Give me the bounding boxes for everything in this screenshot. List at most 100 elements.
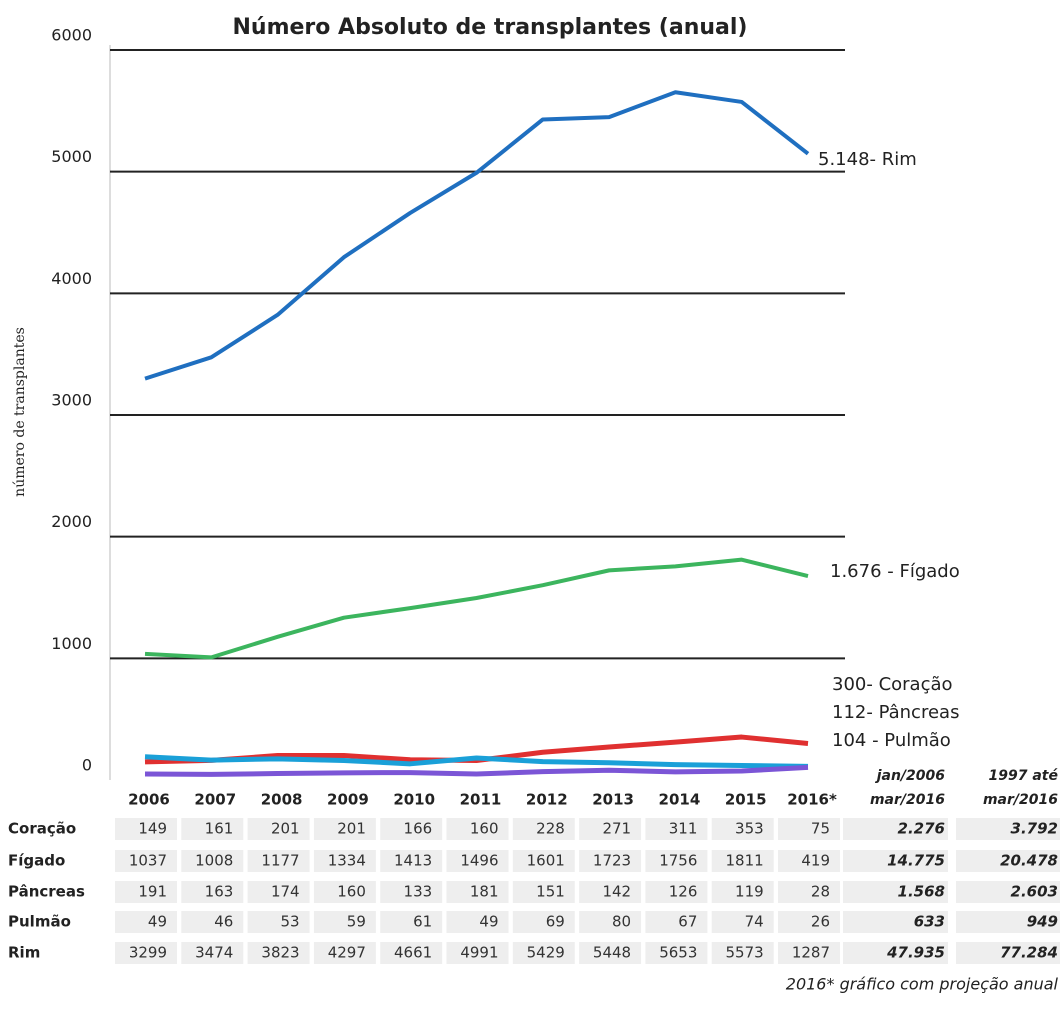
table-cell: 1177 xyxy=(261,852,299,870)
table-cell: 5653 xyxy=(659,944,697,962)
x-tick-label: 2015 xyxy=(725,791,767,809)
table-cell-bg xyxy=(115,911,177,933)
table-cell: 126 xyxy=(669,883,698,901)
series-line xyxy=(145,560,808,658)
table-cell: 1496 xyxy=(460,852,498,870)
table-total: 949 xyxy=(1027,913,1058,931)
table-cell: 4991 xyxy=(460,944,498,962)
table-cell: 149 xyxy=(138,820,167,838)
footnote: 2016* gráfico com projeção anual xyxy=(786,975,1059,994)
chart: Número Absoluto de transplantes (anual) … xyxy=(0,0,1064,1010)
table-cell: 3474 xyxy=(195,944,233,962)
table-total: 20.478 xyxy=(1000,852,1058,870)
table-cell: 419 xyxy=(801,852,830,870)
end-label: 300- Coração xyxy=(832,674,953,695)
table-cell: 201 xyxy=(271,820,300,838)
table-cell: 59 xyxy=(347,913,366,931)
chart-title: Número Absoluto de transplantes (anual) xyxy=(233,15,748,40)
table-total: 77.284 xyxy=(1000,944,1058,962)
table-cell: 1287 xyxy=(792,944,830,962)
x-tick-label: 2011 xyxy=(460,791,502,809)
table-cell-bg xyxy=(778,818,840,840)
table-total: 1.568 xyxy=(898,883,945,901)
x-tick-label: 2008 xyxy=(261,791,303,809)
table-cell-bg xyxy=(778,881,840,903)
x-tick-label: 2014 xyxy=(659,791,701,809)
table-cell: 74 xyxy=(745,913,764,931)
row-label: Pâncreas xyxy=(8,883,85,901)
row-label: Pulmão xyxy=(8,913,71,931)
x-tick-label: 2012 xyxy=(526,791,568,809)
y-tick-label: 6000 xyxy=(51,26,92,45)
table-header: mar/2016 xyxy=(870,792,945,808)
table-header: jan/2006 xyxy=(875,768,946,784)
table-cell: 1811 xyxy=(726,852,764,870)
end-label: 5.148- Rim xyxy=(818,149,917,170)
y-axis-label: número de transplantes xyxy=(12,327,28,497)
table-cell: 174 xyxy=(271,883,300,901)
end-label: 1.676 - Fígado xyxy=(830,561,960,582)
table-cell: 228 xyxy=(536,820,565,838)
table-cell: 26 xyxy=(811,913,830,931)
table-cell-bg xyxy=(447,911,509,933)
table-cell: 1413 xyxy=(394,852,432,870)
table-total: 2.276 xyxy=(898,820,945,838)
table-cell: 49 xyxy=(479,913,498,931)
table-cell: 1037 xyxy=(129,852,167,870)
table-cell: 1334 xyxy=(328,852,366,870)
y-tick-label: 1000 xyxy=(51,634,92,653)
table-cell: 5448 xyxy=(593,944,631,962)
table-cell: 4661 xyxy=(394,944,432,962)
x-tick-label: 2010 xyxy=(393,791,435,809)
table-cell: 160 xyxy=(337,883,366,901)
table-header: mar/2016 xyxy=(983,792,1058,808)
table-total: 2.603 xyxy=(1011,883,1058,901)
table-cell: 1008 xyxy=(195,852,233,870)
table-total: 47.935 xyxy=(886,944,945,962)
table-cell-bg xyxy=(513,911,575,933)
y-tick-label: 3000 xyxy=(51,391,92,410)
table-cell: 119 xyxy=(735,883,764,901)
table-cell: 75 xyxy=(811,820,830,838)
table-cell: 28 xyxy=(811,883,830,901)
table-cell: 311 xyxy=(669,820,698,838)
table-cell: 4297 xyxy=(328,944,366,962)
x-tick-label: 2013 xyxy=(592,791,634,809)
y-tick-label: 0 xyxy=(82,756,92,775)
table-cell-bg xyxy=(645,911,707,933)
table-cell: 191 xyxy=(138,883,167,901)
table-cell-bg xyxy=(712,911,774,933)
table-cell: 142 xyxy=(602,883,631,901)
table-cell: 1723 xyxy=(593,852,631,870)
table-cell: 163 xyxy=(205,883,234,901)
table-cell: 160 xyxy=(470,820,499,838)
x-tick-label: 2009 xyxy=(327,791,369,809)
table-cell-bg xyxy=(778,911,840,933)
end-label: 112- Pâncreas xyxy=(832,702,959,723)
table-cell: 46 xyxy=(214,913,233,931)
table-cell-bg xyxy=(181,911,243,933)
row-label: Fígado xyxy=(8,852,65,870)
table-cell: 166 xyxy=(404,820,433,838)
table-header: 1997 até xyxy=(989,768,1059,784)
table-cell: 201 xyxy=(337,820,366,838)
table-cell-bg xyxy=(248,911,310,933)
table-cell: 53 xyxy=(281,913,300,931)
table-total: 3.792 xyxy=(1011,820,1058,838)
table-cell: 271 xyxy=(602,820,631,838)
table-cell: 69 xyxy=(546,913,565,931)
table-cell-bg xyxy=(314,911,376,933)
series-line xyxy=(145,92,808,378)
table-cell: 61 xyxy=(413,913,432,931)
table-cell-bg xyxy=(579,911,641,933)
table-cell: 1601 xyxy=(527,852,565,870)
table-cell: 1756 xyxy=(659,852,697,870)
table-total: 633 xyxy=(914,913,945,931)
end-label: 104 - Pulmão xyxy=(832,730,951,751)
y-tick-label: 2000 xyxy=(51,512,92,531)
row-label: Rim xyxy=(8,944,40,962)
table-cell: 181 xyxy=(470,883,499,901)
table-cell: 3823 xyxy=(261,944,299,962)
table-cell: 133 xyxy=(404,883,433,901)
x-tick-label: 2016* xyxy=(787,791,837,809)
